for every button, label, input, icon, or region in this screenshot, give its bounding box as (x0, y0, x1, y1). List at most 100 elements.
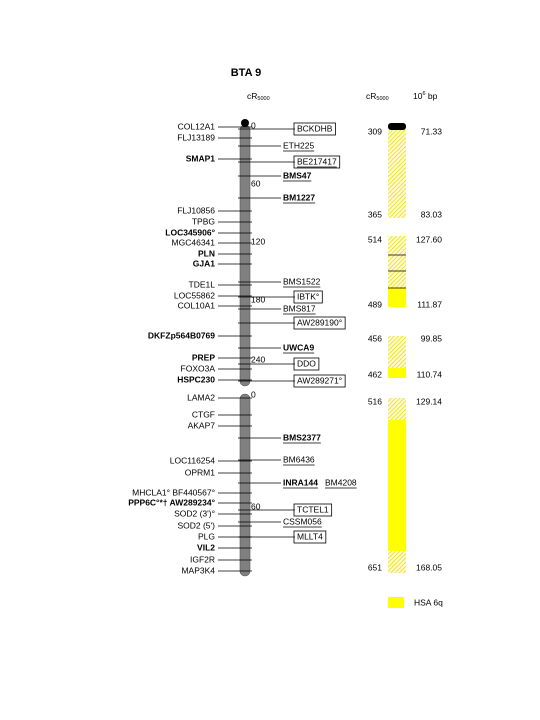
right-marker: BMS47 (283, 170, 312, 180)
chromosome-segment (239, 124, 251, 387)
legend-label: HSA 6q (414, 597, 443, 607)
right-marker: BMS2377 (283, 432, 321, 442)
hsa-block (388, 420, 406, 551)
scale-label: 180 (251, 294, 265, 304)
centromere (241, 119, 249, 127)
marker-box (293, 503, 333, 517)
left-marker: TPBG (192, 216, 215, 226)
cr-label: 489 (368, 299, 382, 309)
left-marker: PREP (192, 352, 215, 362)
cr-label: 365 (368, 209, 382, 219)
marker-box (293, 357, 320, 371)
right-marker: BMS1522 (283, 276, 321, 286)
left-marker: MGC46341 (172, 237, 216, 247)
header-part: 5000 (257, 96, 269, 102)
left-marker: FOXO3A (181, 363, 216, 373)
left-marker: AKAP7 (188, 420, 216, 430)
header-part: 5000 (376, 96, 388, 102)
left-marker: FLJ13189 (177, 132, 215, 142)
left-marker: HSPC230 (177, 374, 215, 384)
hsa-block (388, 336, 406, 368)
marker-box (293, 122, 336, 136)
cr-label: 516 (368, 396, 382, 406)
title: BTA 9 (231, 67, 262, 79)
left-marker: CTGF (192, 409, 215, 419)
left-marker: DKFZp564B0769 (148, 330, 215, 340)
scale-label: 60 (251, 501, 261, 511)
left-marker: FLJ10856 (177, 205, 215, 215)
scale-label: 0 (251, 389, 256, 399)
left-marker: LAMA2 (187, 392, 215, 402)
left-marker: COL12A1 (178, 121, 216, 131)
bp-label: 110.74 (417, 369, 443, 379)
right-marker: IBTK° (297, 291, 319, 301)
hsa-block (388, 130, 406, 218)
cr-label: 651 (368, 562, 382, 572)
right-marker: CSSM056 (283, 516, 322, 526)
bp-label: 99.85 (421, 333, 443, 343)
legend-swatch (388, 597, 404, 608)
column-header: cR5000 (247, 91, 270, 102)
hsa-block (388, 236, 406, 288)
column-cap (388, 123, 406, 130)
left-marker: PLN (198, 248, 215, 258)
marker-box (293, 530, 327, 544)
cr-label: 514 (368, 234, 382, 244)
cr-label: 309 (368, 126, 382, 136)
header-part: cR (247, 91, 257, 101)
bp-label: 111.87 (417, 299, 442, 309)
right-marker: BM4208 (325, 477, 357, 487)
left-marker: OPRM1 (185, 467, 216, 477)
column-header: cR5000 (366, 91, 389, 102)
scale-label: 240 (251, 354, 265, 364)
right-marker: DDO (297, 358, 316, 368)
left-marker: SOD2 (3')° (174, 508, 215, 518)
bp-label: 83.03 (421, 209, 443, 219)
left-marker: LOC345906° (165, 227, 215, 237)
right-marker: BM1227 (283, 192, 315, 202)
right-marker: BM6436 (283, 454, 315, 464)
left-marker: COL10A1 (178, 300, 216, 310)
header-part: cR (366, 91, 376, 101)
right-marker: BE217417 (297, 156, 337, 166)
left-marker: VIL2 (197, 542, 215, 552)
left-marker: MHCLA1° BF440567° (132, 487, 215, 497)
left-marker: IGF2R (190, 554, 215, 564)
marker-box (293, 374, 346, 388)
right-marker: BMS817 (283, 303, 316, 313)
bp-label: 71.33 (421, 126, 443, 136)
bp-label: 168.05 (416, 562, 442, 572)
marker-box (293, 155, 341, 169)
cr-label: 456 (368, 333, 382, 343)
left-marker: TDE1L (189, 279, 216, 289)
right-marker: MLLT4 (297, 531, 323, 541)
left-marker: GJA1 (193, 258, 215, 268)
right-marker: TCTEL1 (297, 504, 329, 514)
left-marker: PLG (198, 531, 215, 541)
right-marker: BCKDHB (297, 123, 333, 133)
marker-box (293, 290, 323, 304)
header-part: 10 (413, 91, 423, 101)
marker-box (293, 316, 346, 330)
column-header: 106 bp (413, 91, 438, 101)
right-marker: AW289190° (297, 317, 342, 327)
bp-label: 129.14 (416, 396, 442, 406)
left-marker: MAP3K4 (181, 565, 215, 575)
hsa-block (388, 368, 406, 378)
left-marker: SMAP1 (186, 153, 216, 163)
right-marker: INRA144 (283, 477, 318, 487)
right-marker: UWCA9 (283, 342, 314, 352)
hsa-block (388, 398, 406, 420)
left-marker: SOD2 (5') (177, 520, 215, 530)
hsa-block (388, 551, 406, 573)
scale-label: 0 (251, 120, 256, 130)
right-marker: ETH225 (283, 140, 314, 150)
scale-label: 120 (251, 236, 265, 246)
hsa-block (388, 288, 406, 307)
header-part: bp (426, 91, 438, 101)
cr-label: 462 (368, 369, 382, 379)
scale-label: 60 (251, 178, 261, 188)
left-marker: LOC55862 (174, 290, 215, 300)
chromosome-segment (239, 393, 251, 577)
